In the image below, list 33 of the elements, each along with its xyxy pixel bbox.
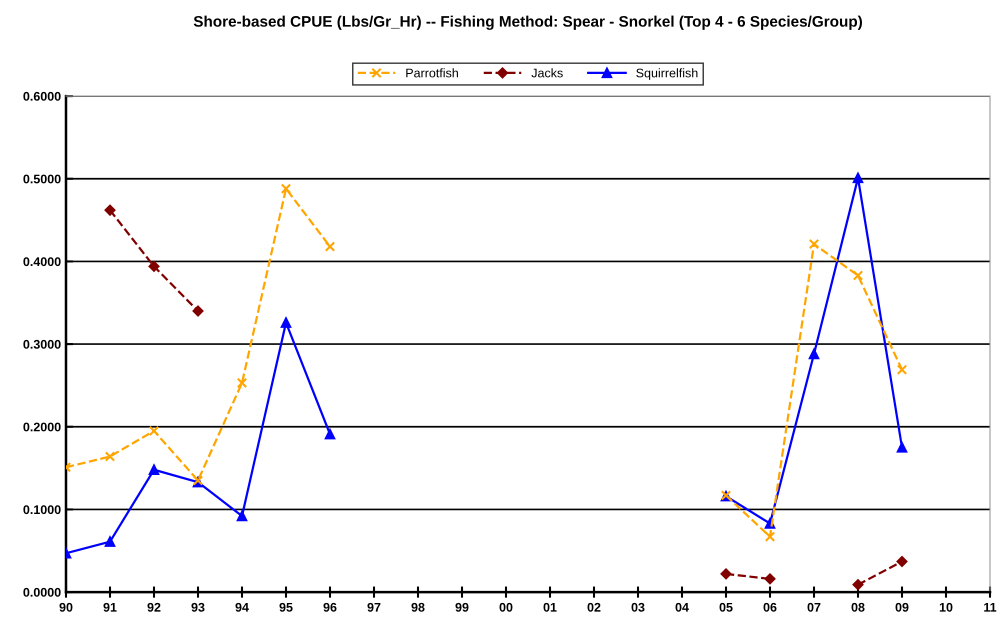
x-tick-label: 07 [808,602,820,612]
x-tick-label: 92 [147,602,160,612]
legend-label: Parrotfish [406,68,458,78]
y-tick-label: 0.5000 [23,174,61,184]
x-tick-label: 97 [367,602,380,612]
x-tick-label: 10 [940,602,952,612]
x-tick-label: 90 [59,602,72,612]
y-tick-label: 0.6000 [23,92,61,101]
y-tick-label: 0.0000 [23,588,61,597]
chart-title: Shore-based CPUE (Lbs/Gr_Hr) -- Fishing Method: Spear - Snorkel (Top 4 - 6 Species/Group) [194,16,862,30]
x-tick-label: 03 [632,602,644,612]
x-tick-label: 93 [191,602,204,612]
y-tick-label: 0.1000 [23,505,61,514]
x-tick-label: 98 [411,602,425,612]
x-tick-label: 91 [103,602,117,612]
legend-label: Squirrelfish [636,68,698,80]
x-tick-label: 11 [984,602,996,612]
x-tick-label: 01 [544,602,557,612]
legend-label: Jacks [531,68,563,78]
x-tick-label: 08 [852,602,865,612]
y-tick-label: 0.2000 [23,422,61,432]
x-tick-label: 02 [588,602,600,612]
x-tick-label: 06 [764,602,776,612]
x-tick-label: 09 [896,602,908,612]
x-tick-label: 00 [500,602,512,612]
x-tick-label: 95 [279,602,293,612]
y-tick-label: 0.3000 [23,340,61,349]
x-tick-label: 04 [676,602,689,612]
x-tick-label: 05 [720,602,733,612]
x-tick-label: 99 [455,602,468,612]
x-tick-label: 96 [323,602,336,612]
x-tick-label: 94 [235,602,249,612]
y-tick-label: 0.4000 [23,257,61,266]
